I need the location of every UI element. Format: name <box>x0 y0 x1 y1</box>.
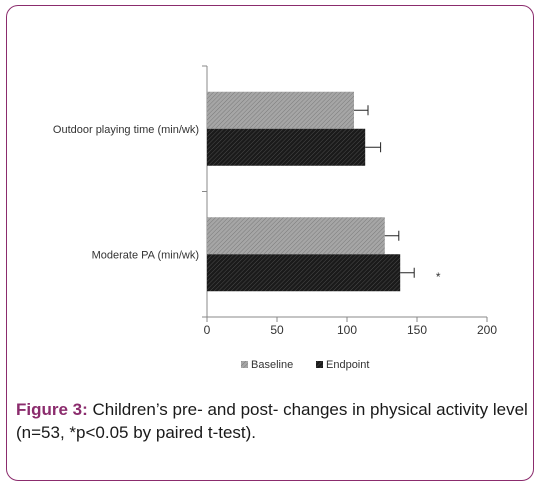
legend: Baseline Endpoint <box>241 359 369 371</box>
x-tick-label: 150 <box>407 323 427 337</box>
category-label: Outdoor playing time (min/wk) <box>53 124 199 136</box>
significance-marker: * <box>436 270 441 284</box>
category-labels: Outdoor playing time (min/wk) Moderate PA… <box>53 124 199 262</box>
caption-label: Figure 3: <box>16 400 88 419</box>
bar-baseline-1 <box>207 217 385 255</box>
x-tick-label: 100 <box>337 323 357 337</box>
x-tick-labels: 0 50 100 150 200 <box>204 323 498 337</box>
legend-swatch-endpoint <box>316 361 323 368</box>
legend-label-endpoint: Endpoint <box>326 359 369 371</box>
bar-endpoint-1 <box>207 254 401 292</box>
bar-chart: * Outdoor playing time (min/wk) Moderate … <box>53 65 498 371</box>
x-tick-label: 0 <box>204 323 211 337</box>
figure-caption: Figure 3: Children’s pre- and post- chan… <box>16 398 531 444</box>
caption-text: Children’s pre- and post- changes in phy… <box>16 400 528 442</box>
bar-baseline-0 <box>207 91 354 129</box>
legend-swatch-baseline <box>241 361 248 368</box>
bar-endpoint-0 <box>207 128 366 166</box>
x-tick-label: 200 <box>477 323 497 337</box>
category-label: Moderate PA (min/wk) <box>92 249 199 261</box>
bars: * <box>207 91 441 292</box>
legend-label-baseline: Baseline <box>251 359 293 371</box>
x-tick-label: 50 <box>270 323 284 337</box>
